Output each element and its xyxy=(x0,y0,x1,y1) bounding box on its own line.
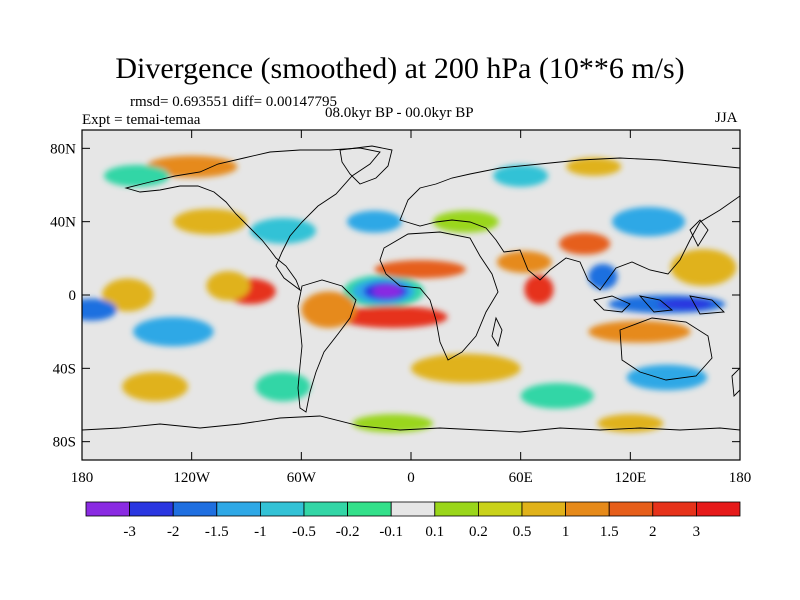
x-tick-label-0: 180 xyxy=(71,470,94,486)
field-blob-3 xyxy=(372,284,402,298)
x-tick-label-2: 60W xyxy=(287,470,317,486)
colorbar-label-3: -1 xyxy=(254,524,267,540)
colorbar-swatch-10 xyxy=(521,501,566,517)
colorbar-label-4: -0.5 xyxy=(292,524,316,540)
colorbar-label-12: 2 xyxy=(649,524,657,540)
field-blob-31 xyxy=(411,353,521,384)
period-label: 08.0kyr BP - 00.0kyr BP xyxy=(325,105,474,121)
divergence-field xyxy=(82,155,737,433)
colorbar-swatch-14 xyxy=(696,501,741,517)
y-tick-label-2: 0 xyxy=(69,288,77,304)
field-blob-10 xyxy=(133,317,214,347)
y-tick-label-4: 80S xyxy=(53,435,76,451)
colorbar-label-6: -0.1 xyxy=(379,524,403,540)
colorbar-swatch-9 xyxy=(477,501,523,517)
colorbar-swatch-0 xyxy=(85,501,130,517)
colorbar-swatch-13 xyxy=(652,501,697,517)
x-tick-label-6: 180 xyxy=(729,470,752,486)
field-blob-21 xyxy=(250,218,316,244)
colorbar-label-9: 0.5 xyxy=(513,524,532,540)
field-blob-6 xyxy=(301,291,357,328)
x-tick-label-4: 60E xyxy=(509,470,533,486)
field-blob-28 xyxy=(566,157,622,176)
colorbar-swatch-6 xyxy=(347,501,392,517)
colorbar-swatch-8 xyxy=(434,501,479,517)
colorbar-label-8: 0.2 xyxy=(469,524,488,540)
field-blob-5 xyxy=(374,260,466,279)
colorbar-swatch-3 xyxy=(216,501,261,517)
field-blob-14 xyxy=(559,232,611,255)
colorbar-swatch-4 xyxy=(259,501,305,517)
colorbar-label-0: -3 xyxy=(123,524,136,540)
experiment-label: Expt = temai-temaa xyxy=(82,112,201,128)
colorbar-label-1: -2 xyxy=(167,524,180,540)
colorbar-swatch-12 xyxy=(608,501,654,517)
field-blob-27 xyxy=(493,164,549,187)
field-blob-22 xyxy=(173,208,247,235)
x-tick-label-1: 120W xyxy=(173,470,211,486)
field-blob-34 xyxy=(352,414,433,433)
field-blob-30 xyxy=(255,372,311,402)
x-tick-label-3: 0 xyxy=(407,470,415,486)
field-blob-11 xyxy=(82,298,117,321)
x-tick-label-5: 120E xyxy=(614,470,646,486)
colorbar-label-13: 3 xyxy=(693,524,701,540)
colorbar-label-2: -1.5 xyxy=(205,524,229,540)
colorbar-swatch-5 xyxy=(303,501,348,517)
field-blob-9 xyxy=(102,278,154,312)
y-tick-label-0: 80N xyxy=(50,141,76,157)
colorbar-label-5: -0.2 xyxy=(336,524,360,540)
field-blob-25 xyxy=(145,155,238,178)
colorbar-label-10: 1 xyxy=(562,524,570,540)
field-blob-23 xyxy=(347,210,402,233)
colorbar-label-7: 0.1 xyxy=(425,524,444,540)
colorbar-swatch-7 xyxy=(390,501,436,517)
axes: 80N 40N 0 40S 80S 180 120W 60W 0 60E 120E 180 xyxy=(50,130,751,486)
field-blob-20 xyxy=(612,207,686,237)
field-blob-19 xyxy=(670,249,737,286)
field-blob-29 xyxy=(122,372,189,402)
season-label: JJA xyxy=(715,110,738,126)
colorbar-swatch-1 xyxy=(129,501,174,517)
field-blob-15 xyxy=(588,263,618,290)
field-blob-32 xyxy=(520,383,594,409)
stats-line: rmsd= 0.693551 diff= 0.00147795 xyxy=(130,94,338,110)
y-tick-label-1: 40N xyxy=(50,215,76,231)
field-blob-4 xyxy=(337,306,448,328)
field-blob-8 xyxy=(206,271,251,301)
map-title: Divergence (smoothed) at 200 hPa (10**6 … xyxy=(115,52,685,85)
field-blob-33 xyxy=(626,364,708,391)
colorbar: -3 -2 -1.5 -1 -0.5 -0.2 -0.1 0.1 0.2 0.5 1 1.5 2 3 xyxy=(85,501,741,540)
plot-area xyxy=(82,130,740,460)
y-tick-label-3: 40S xyxy=(53,361,76,377)
colorbar-swatch-11 xyxy=(565,501,610,517)
field-blob-17 xyxy=(657,298,713,310)
colorbar-label-11: 1.5 xyxy=(600,524,619,540)
colorbar-swatch-2 xyxy=(172,501,218,517)
coastlines xyxy=(82,145,740,433)
field-blob-12 xyxy=(524,274,554,305)
field-blob-26 xyxy=(103,164,170,187)
field-blob-18 xyxy=(588,320,691,343)
